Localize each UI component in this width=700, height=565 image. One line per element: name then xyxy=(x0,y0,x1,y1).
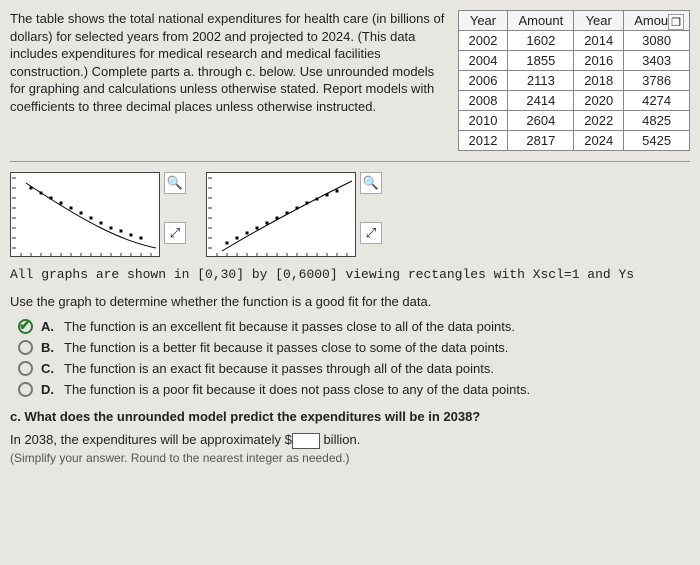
expand-icon[interactable]: ⤢ xyxy=(164,222,186,244)
data-table: Year Amount Year Amount 2002160220143080… xyxy=(458,10,690,151)
option-D[interactable]: D. The function is a poor fit because it … xyxy=(18,382,690,397)
problem-intro: The table shows the total national expen… xyxy=(10,10,450,151)
radio-icon[interactable] xyxy=(18,361,33,376)
zoom-icon[interactable]: 🔍 xyxy=(360,172,382,194)
table-header: Year xyxy=(458,11,508,31)
graph-1 xyxy=(10,172,160,257)
option-letter: B. xyxy=(41,340,54,355)
radio-icon[interactable] xyxy=(18,340,33,355)
expand-icon[interactable]: ⤢ xyxy=(360,222,382,244)
option-A[interactable]: A. The function is an excellent fit becau… xyxy=(18,319,690,334)
option-letter: D. xyxy=(41,382,54,397)
option-text: The function is a poor fit because it do… xyxy=(64,382,530,397)
option-text: The function is an exact fit because it … xyxy=(64,361,494,376)
viewing-window-text: All graphs are shown in [0,30] by [0,600… xyxy=(10,267,690,282)
answer-input[interactable] xyxy=(292,433,320,449)
option-text: The function is an excellent fit because… xyxy=(64,319,515,334)
divider xyxy=(10,161,690,162)
option-C[interactable]: C. The function is an exact fit because i… xyxy=(18,361,690,376)
graph-2 xyxy=(206,172,356,257)
answer-line: In 2038, the expenditures will be approx… xyxy=(10,432,690,449)
question-prompt: Use the graph to determine whether the f… xyxy=(10,294,690,309)
part-c-prompt: c. What does the unrounded model predict… xyxy=(10,409,690,424)
options-group: A. The function is an excellent fit becau… xyxy=(18,319,690,397)
radio-icon[interactable] xyxy=(18,319,33,334)
radio-icon[interactable] xyxy=(18,382,33,397)
option-text: The function is a better fit because it … xyxy=(64,340,508,355)
option-letter: C. xyxy=(41,361,54,376)
answer-hint: (Simplify your answer. Round to the near… xyxy=(10,451,690,465)
option-B[interactable]: B. The function is a better fit because i… xyxy=(18,340,690,355)
popout-icon[interactable]: ❐ xyxy=(668,14,684,30)
table-header: Amount xyxy=(508,11,574,31)
option-letter: A. xyxy=(41,319,54,334)
zoom-icon[interactable]: 🔍 xyxy=(164,172,186,194)
table-header: Year xyxy=(574,11,624,31)
